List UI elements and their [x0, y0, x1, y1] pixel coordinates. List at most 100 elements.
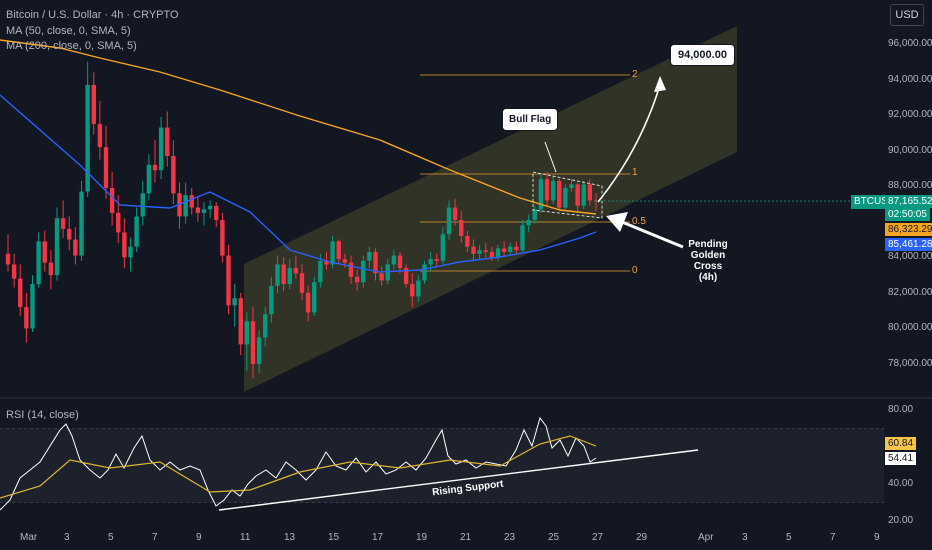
currency-button[interactable]: USD — [890, 4, 924, 26]
candle-body — [152, 164, 158, 171]
candle-body — [30, 284, 35, 329]
time-tick-label: 27 — [592, 532, 604, 543]
price-tick-label: 88,000.00 — [888, 180, 932, 192]
candle-body — [54, 218, 60, 276]
bull-flag-pointer — [544, 141, 557, 173]
candle-body — [244, 321, 250, 345]
candle-body — [557, 180, 562, 208]
ma200-line — [0, 39, 597, 215]
candle-body — [42, 241, 47, 263]
candle-body — [508, 246, 513, 252]
candle-body — [416, 280, 421, 297]
candle-body — [587, 184, 593, 201]
candle-body — [36, 241, 41, 284]
candle-body — [299, 273, 305, 293]
time-tick-label: 7 — [152, 532, 158, 543]
ma50-legend: MA (50, close, 0, SMA, 5) — [6, 25, 131, 37]
candle-body — [330, 241, 335, 265]
candle-body — [287, 268, 292, 284]
candle-body — [483, 250, 488, 252]
time-tick-label: 3 — [64, 532, 70, 543]
time-tick-label: 5 — [786, 532, 792, 543]
candle-body — [379, 273, 384, 281]
candle-body — [67, 228, 72, 240]
candle-body — [373, 252, 378, 274]
rsi-tick-label: 20.00 — [888, 515, 914, 526]
candle-body — [11, 264, 17, 279]
time-tick-label: 5 — [108, 532, 114, 543]
time-tick-label: 11 — [240, 532, 251, 543]
candle-body — [385, 264, 390, 281]
candle-body — [122, 232, 127, 258]
candle-body — [256, 337, 262, 364]
time-tick-label: Apr — [698, 532, 714, 543]
candle-body — [318, 260, 323, 283]
candle-body — [514, 246, 519, 251]
candle-body — [158, 127, 164, 171]
price-tick-label: 96,000.00 — [888, 38, 932, 49]
price-tick-label: 80,000.00 — [888, 322, 932, 334]
candle-body — [48, 262, 54, 276]
candle-body — [489, 252, 495, 258]
symbol-title: Bitcoin / U.S. Dollar · 4h · CRYPTO — [6, 9, 179, 21]
price-tick-label: 78,000.00 — [888, 358, 932, 369]
ma200-legend: MA (200, close, 0, SMA, 5) — [6, 40, 137, 52]
candle-body — [501, 248, 507, 252]
candle-body — [305, 292, 311, 313]
rsi-value-tag: 54.41 — [885, 452, 917, 465]
candle-body — [109, 188, 115, 213]
candle-body — [520, 225, 525, 251]
fib-level-2: 2 — [632, 69, 638, 80]
projection-arrowhead — [654, 76, 666, 92]
candle-body — [569, 184, 574, 188]
candle-body — [465, 236, 470, 247]
rsi-ma-line — [0, 435, 597, 499]
candle-body — [207, 205, 213, 210]
time-tick-label: 15 — [328, 532, 340, 543]
candle-body — [97, 124, 103, 148]
rsi-legend: RSI (14, close) — [6, 409, 79, 421]
candle-body — [250, 321, 256, 364]
candle-body — [312, 282, 317, 313]
time-tick-label: 7 — [830, 532, 836, 543]
candle-body — [275, 264, 280, 286]
candle-body — [238, 298, 243, 345]
time-tick-label: 23 — [504, 532, 516, 543]
rising-support-line — [218, 449, 699, 511]
candle-body — [440, 234, 446, 261]
candle-body — [146, 164, 152, 194]
candle-body — [348, 262, 354, 277]
target-price-callout: 94,000.00 — [670, 44, 735, 66]
rsi-tick-label: 40.00 — [888, 478, 914, 489]
golden-cross-arrowhead — [606, 212, 628, 232]
candle-body — [446, 207, 452, 235]
time-tick-label: 3 — [742, 532, 748, 543]
time-tick-label: 21 — [460, 532, 472, 543]
candle-body — [471, 246, 476, 254]
time-tick-label: 17 — [372, 532, 384, 543]
candle-body — [128, 246, 133, 258]
projection-arrow — [597, 84, 661, 203]
candle-body — [391, 255, 397, 265]
candle-body — [220, 220, 225, 256]
rising-channel — [244, 26, 737, 392]
fib-level-05: 0.5 — [632, 216, 646, 227]
candle-body — [263, 314, 268, 338]
time-tick-label: 29 — [636, 532, 648, 543]
candle-body — [477, 250, 482, 254]
candle-body — [452, 207, 458, 220]
candle-body — [336, 241, 341, 260]
price-tick-label: 82,000.00 — [888, 286, 932, 298]
candle-body — [563, 188, 568, 208]
candle-body — [354, 276, 360, 283]
time-tick-label: Mar — [20, 532, 38, 543]
candle-body — [18, 278, 23, 308]
candle-body — [422, 264, 427, 281]
bull-flag-box — [532, 171, 603, 219]
price-tick-label: 94,000.00 — [888, 73, 932, 85]
candle-body — [140, 193, 145, 217]
candle-body — [428, 259, 433, 265]
ma50-line — [0, 94, 597, 273]
price-tick-label: 92,000.00 — [888, 109, 932, 121]
